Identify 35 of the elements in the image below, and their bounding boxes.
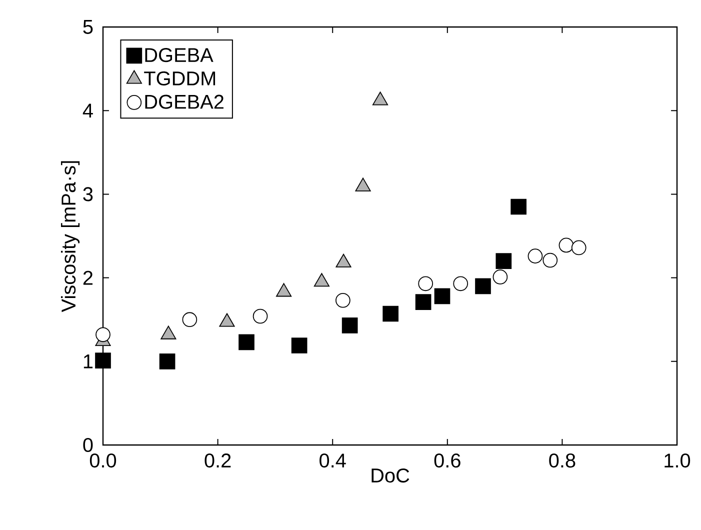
point (453, 276, 468, 292)
y-tick-label: 2 (83, 270, 92, 285)
point (496, 253, 512, 269)
legend-label: DGEBA2 (145, 94, 224, 109)
point (95, 352, 111, 368)
point (159, 353, 176, 370)
x-tick-label: 0.4 (320, 454, 346, 468)
point (238, 334, 254, 350)
y-axis-title: Viscosity [mPa·s] (60, 161, 80, 312)
x-tick-label: 0.6 (434, 454, 460, 468)
point (342, 318, 358, 334)
legend-label: DGEBA (145, 48, 214, 62)
y-tick-label: 1 (84, 354, 93, 368)
x-tick-label: 1.0 (664, 454, 690, 468)
point (434, 288, 450, 304)
point (528, 248, 543, 264)
y-tick-label: 0 (83, 438, 93, 452)
legend-label: TGDDM (144, 71, 216, 86)
point (571, 240, 586, 256)
y-tick-label: 4 (82, 104, 93, 118)
x-tick-label: 0.0 (90, 454, 116, 468)
point (418, 276, 434, 292)
point (291, 338, 308, 354)
point (182, 312, 198, 328)
point (252, 308, 268, 324)
x-tick-label: 0.2 (204, 454, 231, 468)
y-tick-label: 5 (83, 20, 93, 34)
y-tick-label: 3 (83, 187, 93, 202)
x-tick-label: 0.8 (549, 454, 576, 468)
x-axis-title: DoC (372, 468, 410, 483)
point (96, 327, 110, 342)
point (415, 294, 432, 310)
point (382, 306, 398, 322)
point (475, 278, 491, 294)
point (510, 198, 527, 215)
